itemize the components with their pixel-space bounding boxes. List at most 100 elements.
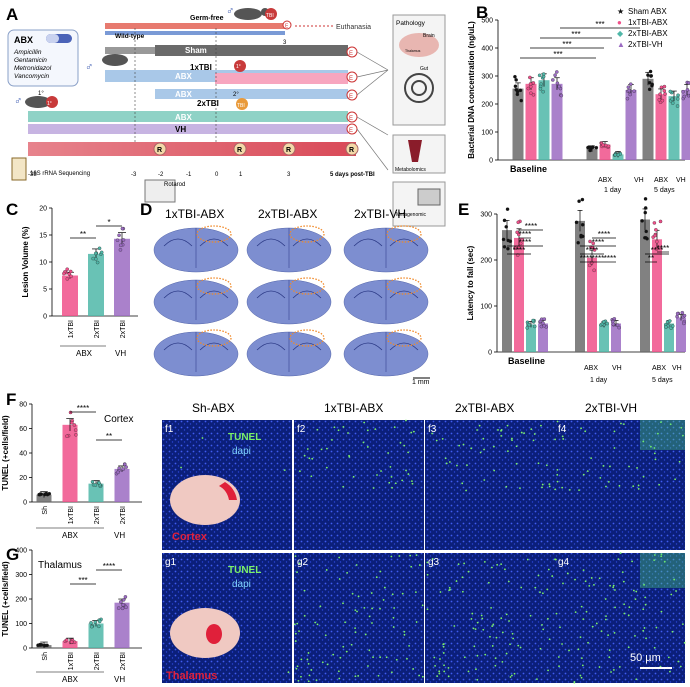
b-point xyxy=(594,145,599,150)
f-point xyxy=(65,434,69,438)
tunel-signal xyxy=(476,429,479,431)
tunel-signal xyxy=(405,419,407,422)
panel-a: A ABX Ampicillin Gentamicin Metronidazol… xyxy=(6,5,446,227)
tunel-signal xyxy=(608,656,611,659)
tunel-signal xyxy=(405,469,407,472)
b-point xyxy=(531,93,536,97)
tunel-signal xyxy=(645,637,647,640)
e-sig-label: **** xyxy=(592,254,604,263)
tunel-signal xyxy=(320,448,323,451)
b-point xyxy=(675,104,680,108)
tunel-signal xyxy=(541,592,544,595)
tunel-signal xyxy=(383,586,386,589)
rotarod-marker: R xyxy=(157,147,162,154)
tunel-signal xyxy=(590,577,593,579)
tbi-badge-icon xyxy=(265,8,277,20)
e-point xyxy=(588,239,592,244)
tunel-signal xyxy=(403,630,406,633)
mouse-icon xyxy=(25,96,51,108)
tunel-signal xyxy=(371,607,374,610)
tunel-signal xyxy=(390,475,393,478)
c-x-tick-label: 2xTBI xyxy=(94,320,101,338)
e-sub-label: VH xyxy=(612,365,622,372)
b-point xyxy=(662,84,667,89)
tunel-signal xyxy=(385,656,388,659)
tunel-signal xyxy=(542,628,545,631)
abx-box xyxy=(7,29,79,87)
tunel-signal xyxy=(363,606,366,609)
d-col-label: 1xTBI-ABX xyxy=(165,207,224,221)
tunel-signal xyxy=(546,588,549,591)
tunel-signal xyxy=(613,632,616,634)
c-point xyxy=(65,277,70,281)
tunel-signal xyxy=(308,674,311,677)
germ-free-day: 3 xyxy=(283,40,287,46)
tunel-signal xyxy=(539,647,542,650)
tunel-signal xyxy=(298,630,300,633)
tunel-signal xyxy=(293,623,296,626)
tbi-order-1: 1° xyxy=(38,91,44,97)
tunel-signal xyxy=(308,457,311,460)
e-point xyxy=(501,237,506,242)
timeline-day: -3 xyxy=(131,172,137,178)
tunel-signal xyxy=(448,461,451,463)
e-point xyxy=(670,324,675,328)
abx-label-2: ABX xyxy=(175,90,193,99)
tunel-signal xyxy=(579,636,582,639)
lesion-outline xyxy=(386,225,422,243)
e-sig-label: **** xyxy=(513,246,525,255)
rotarod-markers: R R R R xyxy=(153,142,359,156)
tunel-signal xyxy=(556,473,559,476)
tunel-signal xyxy=(310,475,313,478)
tunel-signal xyxy=(448,586,451,589)
g-group-label: VH xyxy=(114,675,125,684)
mouse-icon xyxy=(102,54,128,66)
g-x-tick-label: 2xTBI xyxy=(120,652,127,670)
brain-hippocampus xyxy=(199,238,229,247)
tunel-signal xyxy=(505,652,508,655)
e-bar xyxy=(664,323,674,352)
tunel-signal xyxy=(306,658,309,661)
tunel-signal xyxy=(681,623,684,626)
tunel-signal xyxy=(483,479,486,481)
b-point xyxy=(663,92,667,96)
tunel-signal xyxy=(311,457,314,460)
tunel-signal xyxy=(467,570,470,573)
tunel-signal xyxy=(613,430,616,433)
tunel-signal xyxy=(366,446,369,448)
tunel-signal xyxy=(472,627,475,630)
b-legend-marker: ▲ xyxy=(617,40,625,49)
tunel-signal xyxy=(532,439,535,442)
germ-free-label: Germ-free xyxy=(190,15,224,22)
lesion-outline xyxy=(289,329,325,347)
tunel-signal xyxy=(372,487,375,489)
tunel-signal xyxy=(283,469,286,472)
day-guides xyxy=(134,28,217,148)
panel-d-label: D xyxy=(140,200,152,219)
g-sig-label: *** xyxy=(78,576,87,585)
thalamus-small-label: Thalamus xyxy=(405,49,421,53)
e-point xyxy=(643,197,648,201)
tunel-signal xyxy=(315,679,318,682)
tunel-signal xyxy=(326,447,328,450)
c-bar xyxy=(62,275,78,316)
g-point xyxy=(90,624,94,629)
tunel-signal xyxy=(500,428,503,431)
tunel-signal xyxy=(660,553,663,556)
e-point xyxy=(532,324,537,329)
blood-tube-icon xyxy=(408,140,422,162)
tunel-signal xyxy=(344,621,347,624)
lesion-outline xyxy=(196,329,232,347)
e-point xyxy=(605,321,609,326)
tunel-signal xyxy=(580,676,583,679)
sham-pre-bar xyxy=(105,47,155,54)
e-point xyxy=(577,199,581,203)
brain-hippocampus xyxy=(199,290,229,299)
abx-drug-3: Metronidazol xyxy=(14,65,52,72)
tunel-signal xyxy=(578,489,580,492)
e-point xyxy=(645,237,649,241)
tunel-signal xyxy=(342,645,345,648)
b-y-tick-label: 0 xyxy=(489,158,493,165)
panel-b-label: B xyxy=(476,3,488,22)
